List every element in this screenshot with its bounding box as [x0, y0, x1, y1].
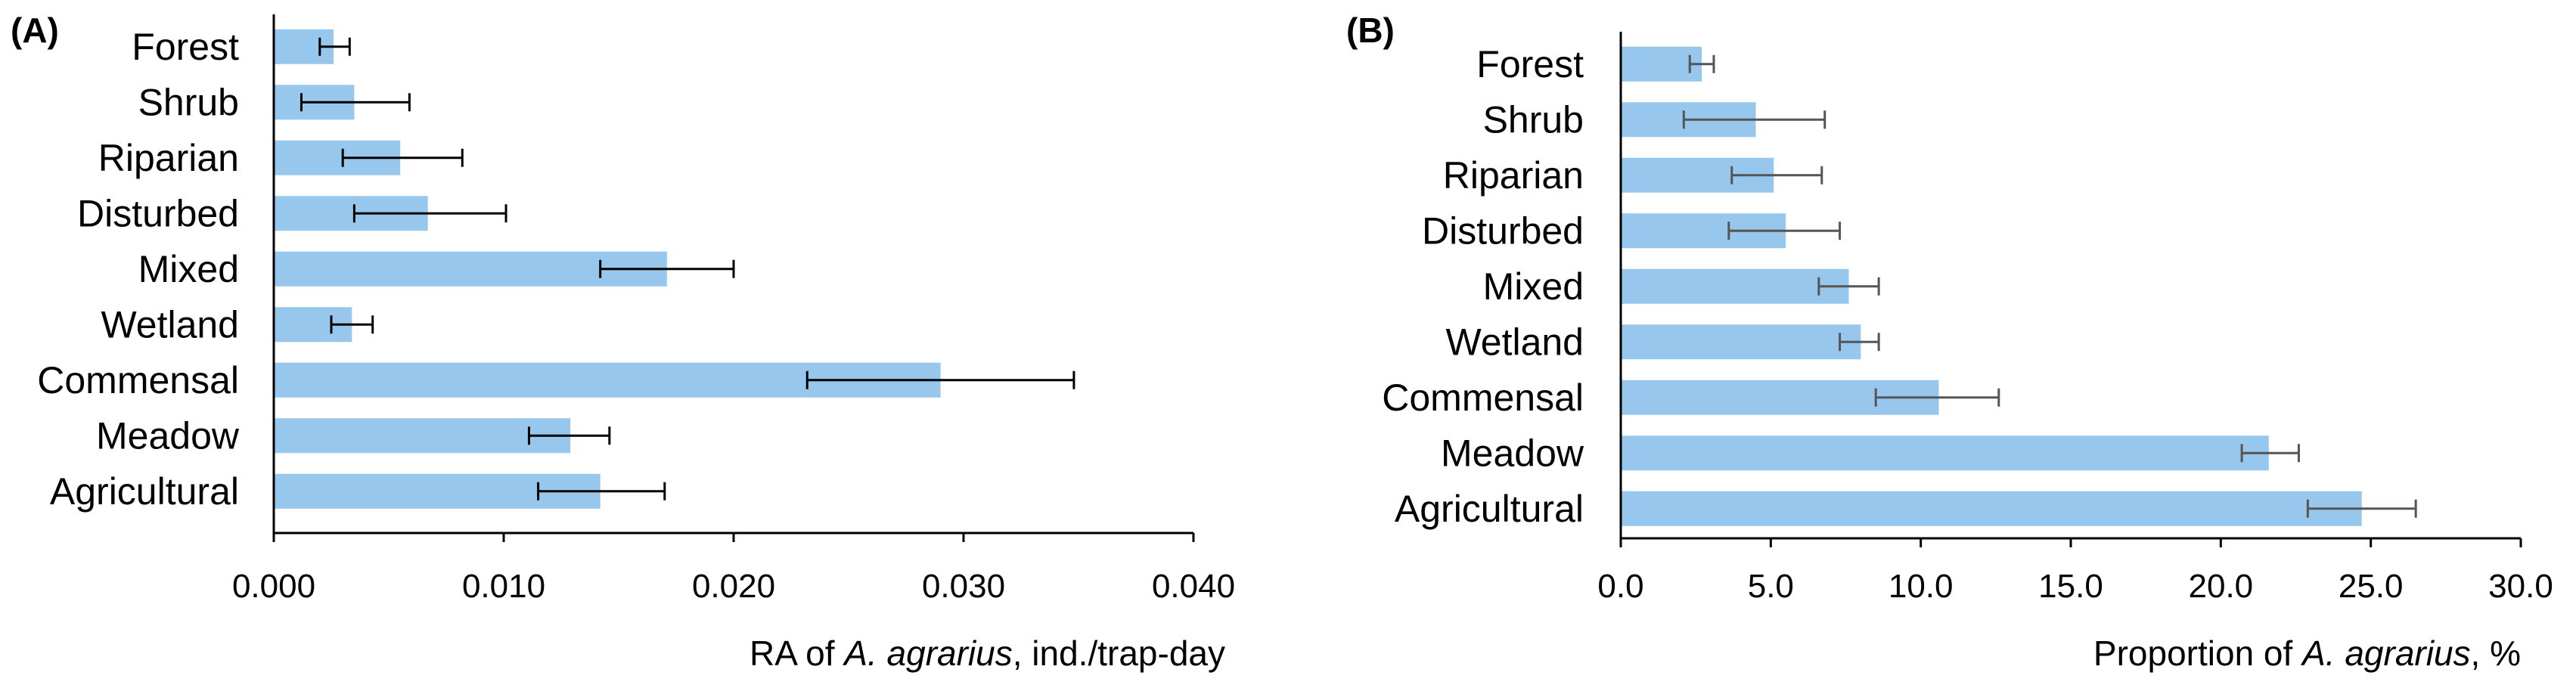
x-axis-title: RA of A. agrarius, ind./trap-day — [750, 634, 1225, 673]
x-tick-label: 0.030 — [922, 568, 1005, 605]
panel-a: (A) Forest Shrub Riparian Disturbed Mixed Wetl… — [11, 11, 1235, 673]
x-tick-label: 0.000 — [232, 568, 315, 605]
x-tick-label: 0.020 — [692, 568, 775, 605]
x-tick-label: 25.0 — [2339, 568, 2404, 605]
bar — [1621, 491, 2362, 526]
panel-label: (B) — [1346, 11, 1395, 50]
category-label: Wetland — [101, 303, 239, 346]
x-tick-label: 20.0 — [2189, 568, 2254, 605]
bar — [274, 418, 571, 454]
category-label: Meadow — [1441, 432, 1584, 474]
x-tick-label: 30.0 — [2488, 568, 2553, 605]
category-label: Wetland — [1445, 321, 1584, 363]
category-label: Disturbed — [77, 192, 239, 234]
panel-b: (B) Forest Shrub Riparian Disturbed Mixed Wetl… — [1346, 11, 2553, 673]
x-tick-label: 15.0 — [2038, 568, 2103, 605]
x-tick-label: 0.0 — [1597, 568, 1643, 605]
x-tick-label: 0.040 — [1152, 568, 1235, 605]
category-label: Forest — [1476, 43, 1584, 85]
bar — [1621, 324, 1861, 360]
category-label: Forest — [132, 26, 239, 68]
category-label: Commensal — [37, 359, 239, 401]
category-label: Meadow — [96, 414, 240, 457]
category-label: Agricultural — [50, 470, 239, 513]
category-label: Mixed — [138, 248, 239, 290]
category-label: Riparian — [98, 137, 239, 179]
category-label: Agricultural — [1395, 488, 1584, 530]
x-tick-label: 0.010 — [462, 568, 545, 605]
x-axis-title: Proportion of A. agrarius, % — [2093, 634, 2521, 673]
category-label: Mixed — [1483, 265, 1584, 308]
category-label: Shrub — [138, 81, 239, 123]
bar — [1621, 46, 1702, 82]
bar — [1621, 268, 1849, 304]
bar — [1621, 435, 2269, 471]
category-label: Commensal — [1382, 377, 1584, 419]
panel-label: (A) — [11, 11, 59, 50]
category-label: Shrub — [1483, 98, 1584, 141]
category-label: Disturbed — [1422, 209, 1584, 252]
category-label: Riparian — [1443, 154, 1584, 197]
x-tick-label: 5.0 — [1748, 568, 1794, 605]
x-tick-label: 10.0 — [1889, 568, 1954, 605]
